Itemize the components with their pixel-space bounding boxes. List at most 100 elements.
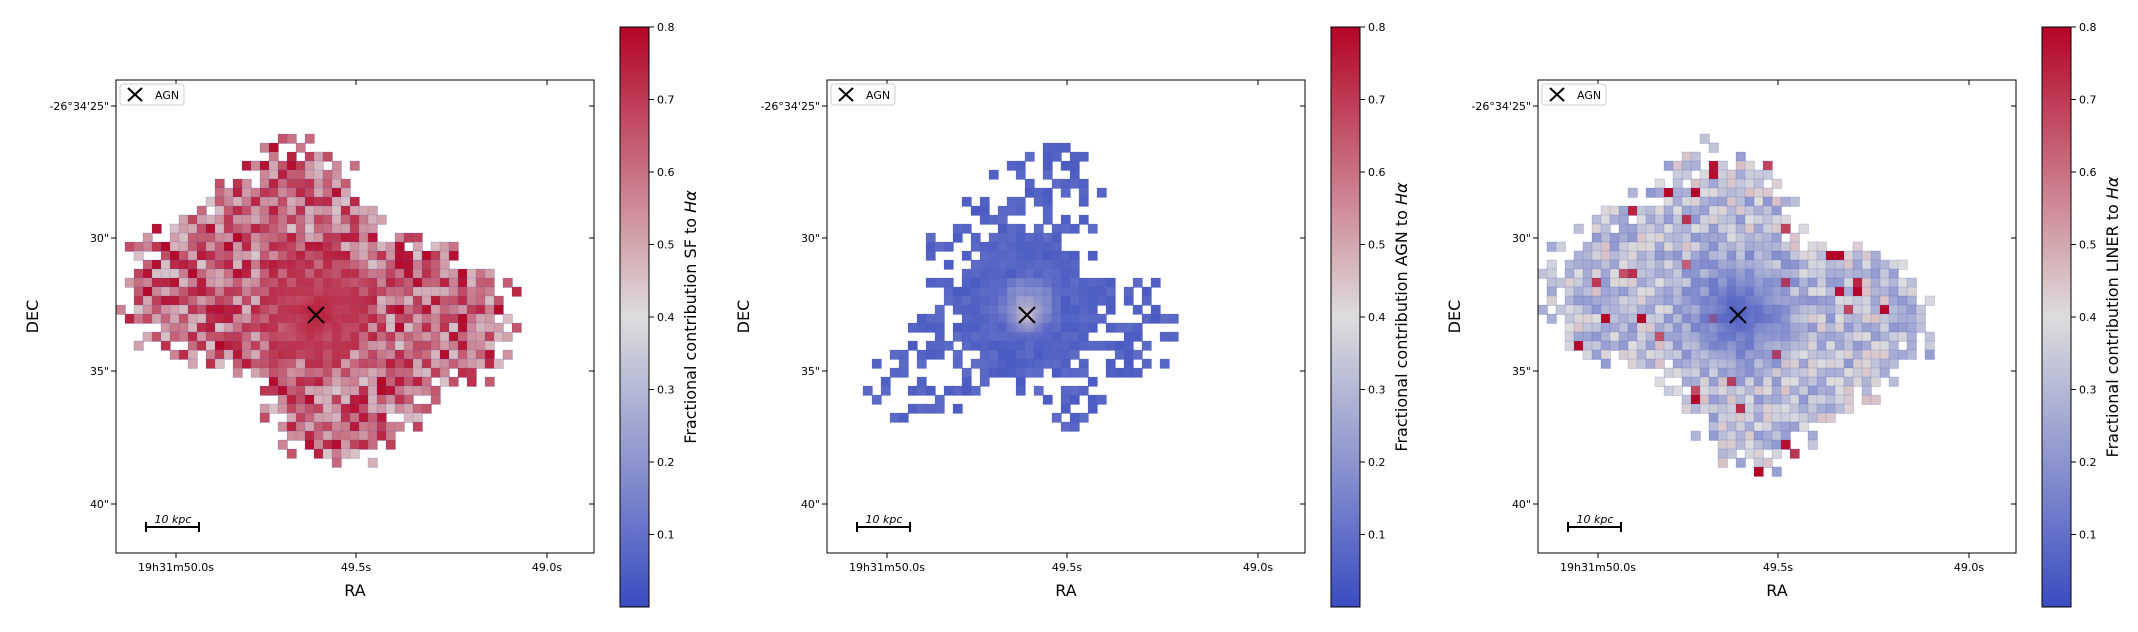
map-pixel — [1087, 223, 1098, 234]
map-pixel — [1141, 286, 1152, 297]
map-pixel — [457, 331, 468, 342]
colorbar-label: Fractional contribution LINER to Hα — [2103, 176, 2122, 457]
map-pixel — [232, 268, 243, 279]
map-pixel — [196, 322, 207, 333]
map-pixel — [358, 394, 369, 405]
map-pixel — [448, 277, 459, 288]
map-pixel — [1060, 403, 1071, 414]
map-pixel — [295, 214, 306, 225]
map-pixel — [1690, 160, 1701, 171]
map-pixel — [970, 241, 981, 252]
map-pixel — [142, 277, 153, 288]
map-pixel — [1582, 295, 1593, 306]
map-pixel — [484, 349, 495, 360]
colorbar-tick-label: 0.4 — [657, 311, 675, 324]
map-pixel — [916, 385, 927, 396]
y-tick-label: 30" — [1512, 232, 1531, 245]
map-pixel — [430, 259, 441, 270]
map-pixel — [484, 286, 495, 297]
map-pixel — [376, 394, 387, 405]
map-pixel — [457, 277, 468, 288]
map-pixel — [1078, 286, 1089, 297]
map-pixel — [259, 160, 270, 171]
map-pixel — [934, 313, 945, 324]
map-pixel — [268, 385, 279, 396]
map-pixel — [871, 394, 882, 405]
map-pixel — [1870, 313, 1881, 324]
map-pixel — [448, 322, 459, 333]
map-pixel — [1861, 331, 1872, 342]
map-pixel — [1645, 331, 1656, 342]
map-pixel — [1780, 385, 1791, 396]
map-pixel — [1564, 259, 1575, 270]
map-pixel — [1015, 160, 1026, 171]
map-pixel — [1699, 403, 1710, 414]
map-pixel — [1078, 277, 1089, 288]
map-pixel — [1843, 385, 1854, 396]
map-pixel — [979, 295, 990, 306]
map-pixel — [394, 304, 405, 315]
map-pixel — [1906, 277, 1917, 288]
map-pixel — [187, 286, 198, 297]
map-pixel — [268, 160, 279, 171]
map-pixel — [1600, 313, 1611, 324]
map-pixel — [1609, 295, 1620, 306]
map-pixel — [1834, 367, 1845, 378]
panel-sf: -26°34'25" 30" 35" 40" 19h31m50.0s 49.5s 49.0s… — [0, 0, 712, 632]
scale-bar-label: 10 kpc — [155, 513, 192, 526]
map-pixel — [493, 304, 504, 315]
map-pixel — [1789, 394, 1800, 405]
map-pixel — [223, 259, 234, 270]
map-pixel — [1033, 250, 1044, 261]
y-tick-label: 40" — [801, 498, 820, 511]
map-pixel — [1591, 223, 1602, 234]
map-pixel — [232, 178, 243, 189]
map-pixel — [1159, 313, 1170, 324]
map-pixel — [1627, 340, 1638, 351]
map-pixel — [1843, 277, 1854, 288]
map-pixel — [295, 403, 306, 414]
map-pixel — [259, 142, 270, 153]
map-pixel — [1564, 286, 1575, 297]
map-pixel — [151, 313, 162, 324]
map-pixel — [457, 268, 468, 279]
map-pixel — [1771, 223, 1782, 234]
map-pixel — [214, 322, 225, 333]
map-pixel — [394, 349, 405, 360]
map-pixel — [997, 250, 1008, 261]
map-pixel — [1681, 205, 1692, 216]
map-pixel — [466, 313, 477, 324]
map-pixel — [178, 268, 189, 279]
map-pixel — [502, 331, 513, 342]
map-pixel — [1042, 268, 1053, 279]
map-pixel — [466, 367, 477, 378]
map-pixel — [1078, 295, 1089, 306]
map-pixel — [1663, 214, 1674, 225]
map-pixel — [340, 205, 351, 216]
map-pixel — [1789, 232, 1800, 243]
map-pixel — [997, 367, 1008, 378]
map-pixel — [907, 385, 918, 396]
map-pixel — [1114, 340, 1125, 351]
map-pixel — [412, 412, 423, 423]
map-pixel — [1753, 412, 1764, 423]
map-pixel — [1717, 178, 1728, 189]
map-pixel — [322, 421, 333, 432]
map-pixel — [1087, 376, 1098, 387]
map-pixel — [331, 196, 342, 207]
map-pixel — [367, 232, 378, 243]
map-pixel — [493, 331, 504, 342]
map-pixel — [934, 322, 945, 333]
map-pixel — [1879, 259, 1890, 270]
map-pixel — [196, 340, 207, 351]
map-pixel — [1753, 223, 1764, 234]
map-pixel — [1690, 394, 1701, 405]
map-pixel — [1618, 241, 1629, 252]
map-pixel — [1645, 187, 1656, 198]
map-pixel — [1006, 358, 1017, 369]
map-pixel — [160, 304, 171, 315]
map-pixel — [196, 223, 207, 234]
map-pixel — [1006, 205, 1017, 216]
map-pixel — [1717, 448, 1728, 459]
map-pixel — [1618, 250, 1629, 261]
